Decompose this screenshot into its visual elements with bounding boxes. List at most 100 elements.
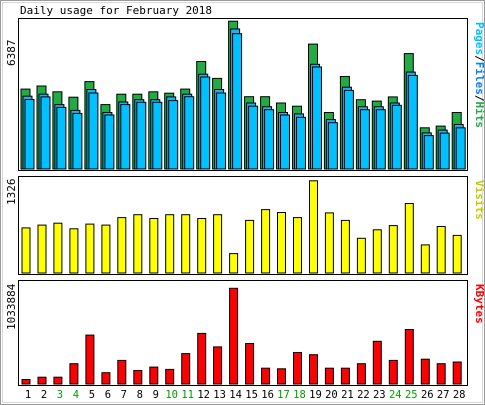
bar-visits-day-17	[277, 212, 286, 274]
bar-kbytes-day-8	[133, 370, 143, 385]
bar-visits-day-4	[69, 228, 79, 274]
bar-pages-day-10	[168, 100, 179, 170]
bar-visits-day-11	[181, 214, 191, 274]
x-tick-label-16: 16	[261, 389, 274, 401]
bar-visits-day-12	[197, 218, 207, 274]
bar-pages-day-12	[200, 76, 211, 170]
bar-visits-day-15	[245, 219, 255, 274]
bar-visits-day-27	[436, 226, 446, 274]
bar-kbytes-day-22	[356, 363, 366, 385]
panel-frame-hits	[18, 18, 468, 171]
panel-frame-kbytes	[18, 280, 468, 386]
bar-kbytes-day-19	[309, 354, 318, 385]
x-tick-label-5: 5	[89, 389, 95, 401]
bar-visits-day-20	[324, 212, 334, 274]
legend-files: Files	[473, 62, 485, 95]
x-tick-label-8: 8	[137, 389, 143, 401]
bar-visits-day-10	[165, 214, 175, 274]
bar-kbytes-day-23	[372, 340, 382, 385]
bar-visits-day-16	[261, 209, 271, 274]
x-tick-label-25: 25	[405, 389, 418, 401]
bar-pages-day-16	[264, 109, 275, 170]
x-tick-label-14: 14	[229, 389, 242, 401]
x-tick-label-27: 27	[437, 389, 450, 401]
bar-kbytes-day-18	[293, 352, 302, 385]
bar-kbytes-day-15	[245, 343, 255, 385]
bar-kbytes-day-21	[340, 367, 350, 385]
bar-kbytes-day-6	[101, 372, 111, 385]
bar-visits-day-1	[21, 227, 31, 274]
bar-pages-day-2	[40, 96, 51, 170]
x-tick-label-24: 24	[389, 389, 402, 401]
x-tick-label-19: 19	[309, 389, 322, 401]
x-tick-label-6: 6	[105, 389, 111, 401]
y-max-label-hits: 6387	[5, 40, 18, 67]
legend-pages: Pages	[473, 22, 485, 55]
bar-visits-day-21	[340, 219, 350, 274]
bar-visits-day-22	[356, 237, 366, 274]
bar-visits-day-5	[85, 223, 95, 274]
bar-pages-day-15	[248, 105, 259, 170]
bar-visits-day-25	[404, 203, 414, 274]
bar-kbytes-day-14	[229, 287, 239, 385]
bar-pages-day-9	[152, 101, 163, 170]
bar-pages-day-20	[327, 122, 338, 170]
x-tick-label-2: 2	[41, 389, 47, 401]
bar-kbytes-day-27	[436, 363, 446, 385]
x-tick-label-1: 1	[25, 389, 31, 401]
x-tick-label-17: 17	[277, 389, 290, 401]
x-tick-label-11: 11	[181, 389, 194, 401]
bar-kbytes-day-16	[261, 367, 271, 385]
bar-visits-day-9	[149, 218, 159, 274]
bar-pages-day-5	[88, 92, 99, 170]
bar-pages-day-14	[232, 33, 243, 170]
bar-pages-day-25	[407, 74, 418, 170]
x-tick-label-20: 20	[325, 389, 338, 401]
bar-pages-day-18	[296, 116, 306, 170]
x-tick-label-22: 22	[357, 389, 370, 401]
x-tick-label-15: 15	[245, 389, 258, 401]
bar-pages-day-22	[359, 109, 370, 170]
bar-pages-day-4	[72, 112, 83, 170]
y-max-label-visits: 1326	[5, 179, 18, 206]
bar-kbytes-day-11	[181, 353, 191, 385]
x-tick-label-12: 12	[197, 389, 210, 401]
bar-pages-day-13	[216, 92, 227, 170]
bar-kbytes-day-10	[165, 368, 175, 385]
legend-hits: Hits	[473, 102, 485, 129]
bar-kbytes-day-7	[117, 359, 127, 385]
x-tick-label-23: 23	[373, 389, 386, 401]
bar-kbytes-day-26	[420, 358, 430, 385]
bar-kbytes-day-5	[85, 334, 95, 385]
x-tick-label-28: 28	[453, 389, 466, 401]
legend-hits-files-pages: Pages/Files/Hits	[473, 22, 485, 128]
bar-kbytes-day-13	[213, 346, 223, 385]
bar-visits-day-2	[37, 224, 47, 274]
bar-kbytes-day-3	[53, 376, 63, 385]
bar-visits-day-26	[420, 244, 430, 274]
bar-kbytes-day-20	[324, 367, 334, 385]
bar-pages-day-26	[423, 135, 434, 170]
bar-pages-day-17	[280, 114, 290, 170]
bar-kbytes-day-9	[149, 366, 159, 385]
x-tick-label-9: 9	[153, 389, 159, 401]
bar-pages-day-24	[391, 104, 402, 170]
bar-visits-day-23	[372, 229, 382, 274]
x-tick-label-3: 3	[57, 389, 63, 401]
x-tick-label-7: 7	[121, 389, 127, 401]
bar-pages-day-7	[120, 104, 131, 170]
bar-pages-day-28	[455, 127, 466, 170]
legend-visits: Visits	[473, 180, 485, 220]
x-tick-label-13: 13	[213, 389, 226, 401]
bar-visits-day-8	[133, 214, 143, 274]
legend-kbytes: KBytes	[473, 284, 485, 324]
bar-visits-day-18	[293, 217, 302, 274]
bar-kbytes-day-4	[69, 363, 79, 385]
bar-pages-day-6	[104, 114, 115, 170]
legend-sep-2: /	[473, 95, 485, 102]
bar-kbytes-day-17	[277, 368, 286, 385]
x-tick-label-4: 4	[73, 389, 79, 401]
